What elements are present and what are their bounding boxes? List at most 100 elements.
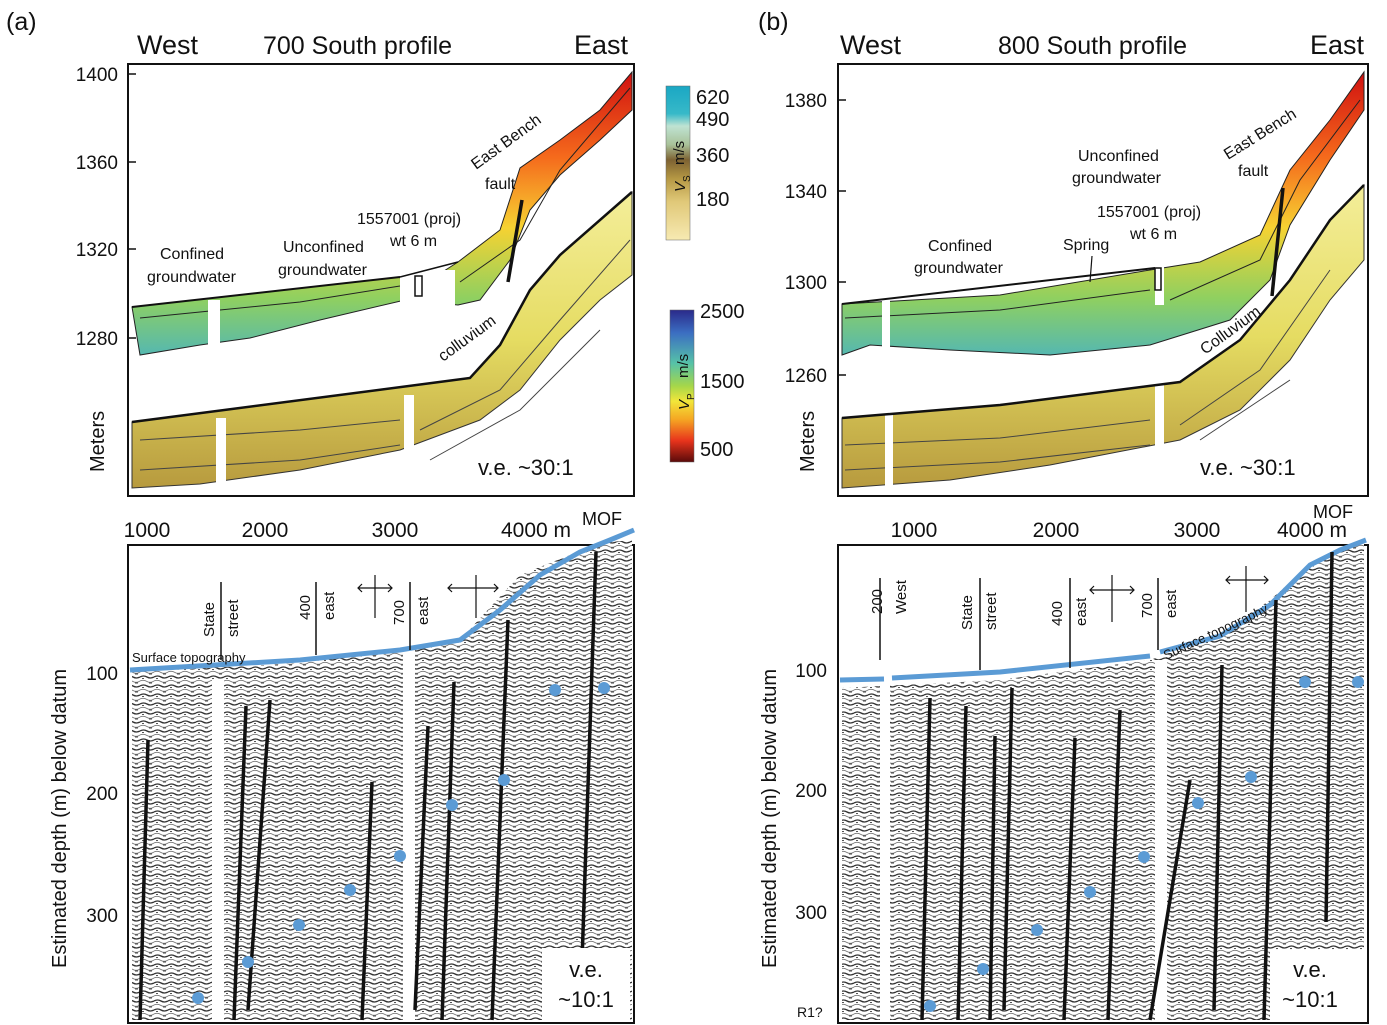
panel-a-upper-ylabel: Meters bbox=[87, 411, 109, 472]
panel-b-title: 800 South profile bbox=[998, 32, 1187, 60]
vp-colorbar: 2500 1500 500 m/s V P bbox=[669, 301, 745, 463]
panel-b-street-700: 700 bbox=[1139, 593, 1156, 618]
panel-b-letter: (b) bbox=[758, 8, 789, 36]
panel-a-well-icon bbox=[414, 275, 423, 297]
panel-b-tick-1340: 1340 bbox=[785, 182, 827, 203]
panel-a-unconfined-1: Unconfined bbox=[283, 239, 364, 256]
panel-a-surface-label: Surface topography bbox=[132, 650, 246, 665]
vs-tick-620: 620 bbox=[696, 87, 729, 109]
panel-b-lower-ve-box bbox=[1270, 950, 1364, 1020]
panel-a-lower-axis: 100 200 300 Estimated depth (m) below da… bbox=[49, 664, 118, 968]
panel-b-well-icon bbox=[1154, 267, 1162, 291]
panel-a-lower-ve-1: v.e. bbox=[569, 957, 603, 982]
vs-unit: m/s bbox=[671, 141, 688, 165]
vs-tick-490: 490 bbox=[696, 109, 729, 131]
panel-b-lower-axis: 100 200 300 Estimated depth (m) below da… bbox=[759, 661, 827, 968]
panel-b-tick-1260: 1260 bbox=[785, 366, 827, 387]
panel-a-well-2: wt 6 m bbox=[389, 233, 437, 250]
panel-b-xtick-3000: 3000 bbox=[1174, 519, 1221, 542]
panel-b-surface-line bbox=[839, 537, 1367, 683]
panel-b-street-400: 400 bbox=[1049, 601, 1066, 626]
panel-b-streets: 200 West State street 400 east 700 east bbox=[869, 566, 1269, 670]
panel-a-letter: (a) bbox=[6, 8, 37, 36]
panel-b-west: West bbox=[840, 30, 902, 60]
panel-a-street-state-type: street bbox=[225, 599, 242, 637]
panel-b-xtick-1000: 1000 bbox=[891, 519, 938, 542]
panel-a-unconfined-2: groundwater bbox=[278, 262, 368, 279]
panel-a-xtick-4000: 4000 m bbox=[501, 519, 571, 542]
panel-a-street-400: 400 bbox=[297, 595, 314, 620]
panel-b-reflector-label: R1? bbox=[797, 1004, 823, 1020]
panel-a: (a) West 700 South profile East 1400 136… bbox=[6, 8, 635, 1024]
panel-b-unconfined-1: Unconfined bbox=[1078, 148, 1159, 165]
panel-a-street-400-type: east bbox=[321, 591, 338, 620]
panel-b-depth-300: 300 bbox=[795, 903, 827, 924]
panel-a-xtick-2000: 2000 bbox=[242, 519, 289, 542]
vp-unit: m/s bbox=[675, 354, 692, 378]
panel-b-well-1: 1557001 (proj) bbox=[1097, 204, 1201, 221]
panel-b-fault-line bbox=[1270, 187, 1285, 297]
panel-a-xtick-1000: 1000 bbox=[124, 519, 171, 542]
panel-b-vp-section bbox=[841, 70, 1365, 356]
panel-a-upper-axis: 1400 1360 1320 1280 Meters bbox=[76, 65, 136, 472]
panel-b-x-axis: 1000 2000 3000 4000 m MOF bbox=[891, 502, 1353, 542]
panel-b-markers bbox=[924, 676, 1364, 1012]
panel-b-xtick-4000: 4000 m bbox=[1277, 519, 1347, 542]
panel-b-confined-2: groundwater bbox=[914, 260, 1004, 277]
panel-b-street-200: 200 bbox=[869, 589, 886, 614]
panel-a-xtick-3000: 3000 bbox=[372, 519, 419, 542]
panel-a-lower-ylabel: Estimated depth (m) below datum bbox=[49, 669, 71, 968]
panel-a-depth-200: 200 bbox=[86, 784, 118, 805]
vs-colorbar: 620 490 360 180 m/s V S bbox=[665, 85, 729, 241]
panel-a-depth-100: 100 bbox=[86, 664, 118, 685]
panel-a-tick-1400: 1400 bbox=[76, 65, 118, 86]
panel-a-vp-section bbox=[131, 70, 633, 356]
panel-b-upper-ylabel: Meters bbox=[797, 411, 819, 472]
panel-a-depth-300: 300 bbox=[86, 906, 118, 927]
panel-b-well-2: wt 6 m bbox=[1129, 226, 1177, 243]
panel-a-tick-1280: 1280 bbox=[76, 329, 118, 350]
panel-b-lower-ylabel: Estimated depth (m) below datum bbox=[759, 669, 781, 968]
panel-b-fault-label-2: fault bbox=[1238, 163, 1269, 180]
panel-a-west: West bbox=[137, 30, 199, 60]
vp-symbol: V bbox=[676, 398, 693, 410]
panel-b-tick-1300: 1300 bbox=[785, 273, 827, 294]
vp-tick-2500: 2500 bbox=[700, 301, 745, 323]
panel-a-fault-label-2: fault bbox=[485, 176, 516, 193]
panel-a-lower-ve-box bbox=[542, 948, 630, 1020]
panel-b-vert-exag: v.e. ~30:1 bbox=[1200, 455, 1296, 480]
panel-a-vert-exag: v.e. ~30:1 bbox=[478, 455, 574, 480]
vs-tick-180: 180 bbox=[696, 189, 729, 211]
panel-b-depth-200: 200 bbox=[795, 781, 827, 802]
panel-a-mof: MOF bbox=[582, 509, 622, 529]
panel-b-confined-1: Confined bbox=[928, 238, 992, 255]
vs-symbol: V bbox=[672, 180, 689, 192]
panel-b-street-700-type: east bbox=[1163, 589, 1180, 618]
panel-b-street-state-type: street bbox=[983, 592, 1000, 630]
panel-a-confined-2: groundwater bbox=[147, 269, 237, 286]
panel-b-seismic-image bbox=[842, 540, 1364, 1020]
panel-b-street-400-type: east bbox=[1073, 597, 1090, 626]
panel-a-confined-1: Confined bbox=[160, 246, 224, 263]
panel-a-x-axis: 1000 2000 3000 4000 m MOF bbox=[124, 509, 622, 542]
panel-b-tick-1380: 1380 bbox=[785, 91, 827, 112]
vp-tick-500: 500 bbox=[700, 439, 733, 461]
panel-a-markers bbox=[192, 682, 610, 1004]
panel-a-street-state: State bbox=[201, 602, 218, 637]
vs-sub: S bbox=[682, 175, 693, 182]
panel-a-east: East bbox=[574, 30, 629, 60]
vs-tick-360: 360 bbox=[696, 145, 729, 167]
panel-b-street-200-type: West bbox=[893, 579, 910, 614]
panel-a-fault-line bbox=[506, 199, 524, 283]
panel-a-street-700: 700 bbox=[391, 600, 408, 625]
panel-b: (b) West 800 South profile East 1380 134… bbox=[758, 8, 1369, 1024]
panel-a-well-1: 1557001 (proj) bbox=[357, 211, 461, 228]
panel-b-street-state: State bbox=[959, 595, 976, 630]
panel-a-title: 700 South profile bbox=[263, 32, 452, 60]
panel-b-lower-ve-2: ~10:1 bbox=[1282, 987, 1338, 1012]
panel-b-east: East bbox=[1310, 30, 1365, 60]
panel-b-xtick-2000: 2000 bbox=[1033, 519, 1080, 542]
panel-a-tick-1360: 1360 bbox=[76, 153, 118, 174]
vp-tick-1500: 1500 bbox=[700, 371, 745, 393]
